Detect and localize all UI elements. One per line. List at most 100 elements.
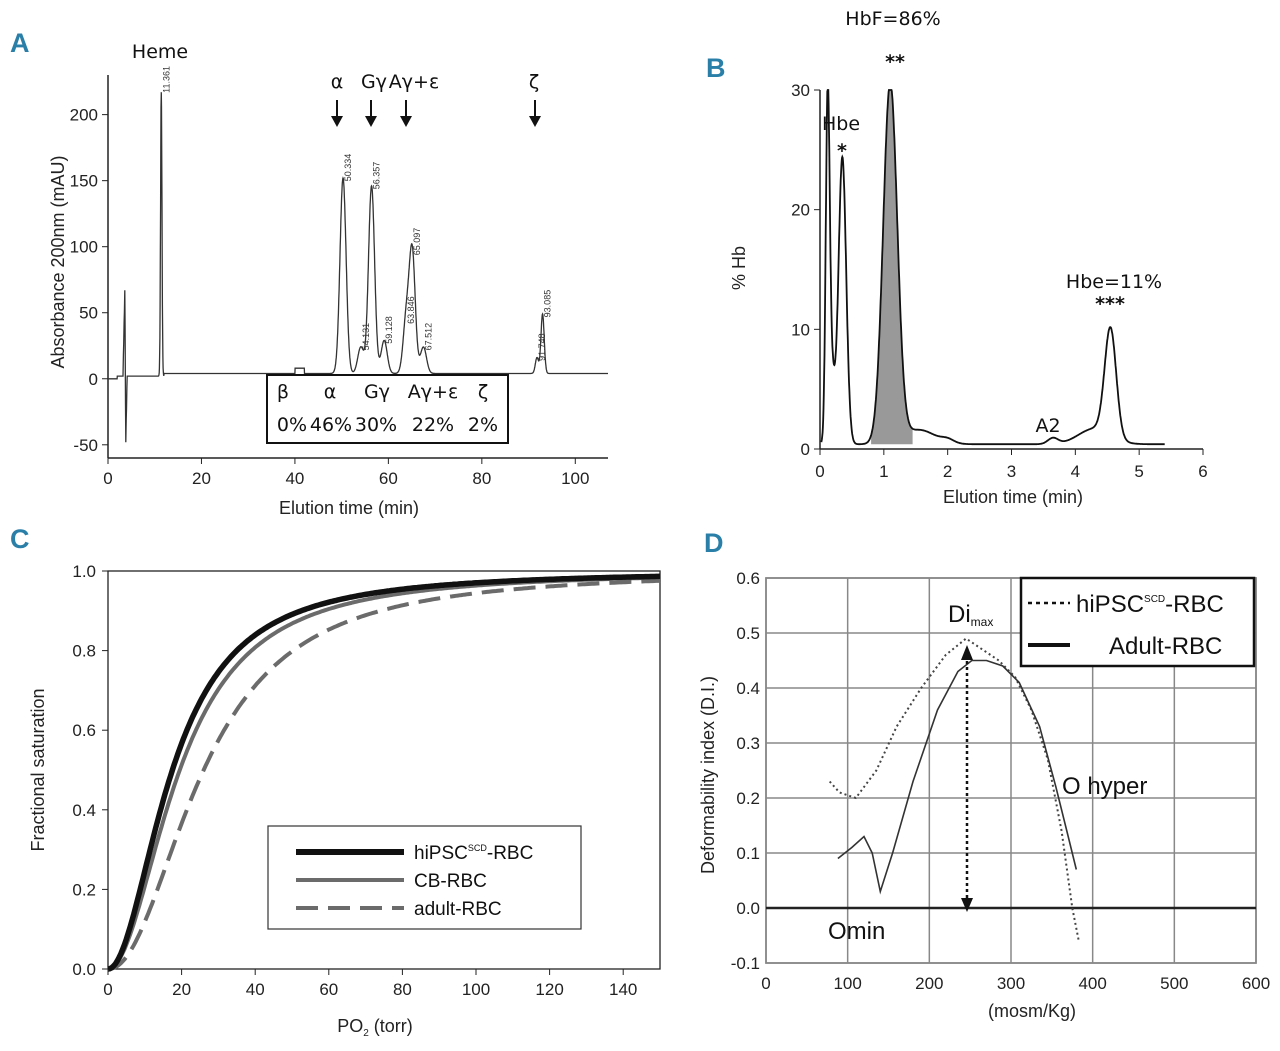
panel-d-x-tick-label: 200 bbox=[915, 974, 943, 993]
arrow-agamma bbox=[400, 100, 412, 127]
panel-c-x-axis-label: PO2 (torr) bbox=[337, 1016, 413, 1039]
panel-b-y-tick-label: 10 bbox=[791, 320, 810, 339]
panel-b-x-axis-label: Elution time (min) bbox=[943, 487, 1083, 507]
table-header-beta: β bbox=[277, 381, 289, 403]
panel-a-y-axis-label: Absorbance 200nm (mAU) bbox=[48, 155, 68, 368]
annotation-omin: Omin bbox=[828, 918, 885, 945]
panel-b-chromatogram bbox=[820, 89, 1165, 446]
table-header-alpha: α bbox=[324, 381, 337, 403]
legend-d-label-hipsc: hiPSCSCD-RBC bbox=[1076, 591, 1224, 618]
panel-c-x-tick-label: 20 bbox=[172, 980, 191, 999]
series-d-hipsc-curve bbox=[828, 637, 1080, 942]
panel-a-y-tick-label: -50 bbox=[73, 436, 98, 455]
panel-c-x-tick-label: 80 bbox=[393, 980, 412, 999]
peak-time-label: 50.334 bbox=[343, 154, 353, 182]
panel-d-y-axis-label: Deformability index (D.I.) bbox=[698, 676, 718, 874]
annotation-agamma-eps: Aγ+ε bbox=[389, 71, 439, 93]
panel-a-y-tick-label: 100 bbox=[70, 238, 98, 257]
panel-d-y-tick-label: -0.1 bbox=[731, 954, 760, 973]
panel-c-chart: 0 20 40 60 80 100 120 140 0.0 0.2 0.4 0.6 0.8 1.0 PO2… bbox=[28, 562, 661, 1039]
arrow-alpha bbox=[331, 100, 343, 127]
panel-a-chromatogram bbox=[108, 92, 608, 443]
panel-a-y-tick-label: 200 bbox=[70, 106, 98, 125]
panel-a-x-tick-label: 40 bbox=[285, 469, 304, 488]
panel-d-chart: 0 100 200 300 400 500 600 -0.1 0.0 0.1 0.2 0.3 0.4 0.… bbox=[698, 569, 1270, 1021]
panel-a-x-tick-label: 60 bbox=[379, 469, 398, 488]
peak-time-label: 54.131 bbox=[361, 323, 371, 351]
peak-time-label: 67.512 bbox=[423, 323, 433, 351]
panel-c-x-tick-label: 40 bbox=[246, 980, 265, 999]
peak-time-label: 93.085 bbox=[543, 290, 553, 318]
panel-d-legend: hiPSCSCD-RBC Adult-RBC bbox=[1019, 576, 1256, 668]
panel-a-chart: 0 20 40 60 80 100 -50 0 50 100 150 200 11.361 50.334… bbox=[48, 41, 608, 518]
panel-c-x-tick-label: 140 bbox=[609, 980, 637, 999]
panel-b-x-tick-label: 6 bbox=[1198, 462, 1207, 481]
panel-b-chart: 0 1 2 3 4 5 6 0 10 20 30 Elution time (min) % Hb H… bbox=[729, 8, 1208, 507]
panel-c-legend-box bbox=[267, 825, 582, 930]
annotation-hbe-star: * bbox=[837, 140, 847, 162]
panel-c-y-tick-label: 0.0 bbox=[72, 960, 96, 979]
panel-letter-c: C bbox=[10, 524, 30, 554]
panel-letter-a: A bbox=[10, 28, 30, 58]
peak-time-label: 11.361 bbox=[161, 66, 171, 93]
annotation-hbe-stars: *** bbox=[1095, 293, 1125, 315]
panel-letter-b: B bbox=[706, 53, 726, 83]
panel-a-trace bbox=[108, 92, 608, 443]
dimax-arrow bbox=[961, 645, 973, 912]
panel-d-x-tick-label: 300 bbox=[997, 974, 1025, 993]
panel-b-x-tick-label: 2 bbox=[943, 462, 952, 481]
annotation-hbe-percent: Hbe=11% bbox=[1066, 271, 1162, 293]
panel-b-trace bbox=[820, 89, 1165, 446]
panel-d-legend-box bbox=[1019, 576, 1256, 668]
table-value-agamma-eps: 22% bbox=[412, 414, 454, 436]
series-hipsc-curve bbox=[107, 573, 661, 972]
panel-a-x-tick-label: 0 bbox=[103, 469, 112, 488]
panel-d-series bbox=[828, 637, 1080, 942]
panel-d-x-tick-label: 100 bbox=[833, 974, 861, 993]
panel-d-x-axis-label: (mosm/Kg) bbox=[988, 1001, 1076, 1021]
panel-a-x-axis-label: Elution time (min) bbox=[279, 498, 419, 518]
series-d-adult-curve bbox=[837, 659, 1078, 895]
panel-c-series bbox=[107, 573, 661, 972]
annotation-zeta: ζ bbox=[529, 71, 539, 93]
legend-label-cb: CB-RBC bbox=[414, 871, 487, 892]
panel-c-y-tick-label: 0.4 bbox=[72, 801, 96, 820]
annotation-alpha: α bbox=[331, 71, 344, 93]
panel-c-y-axis-label: Fractional saturation bbox=[28, 688, 48, 851]
panel-c-x-tick-label: 60 bbox=[319, 980, 338, 999]
panel-c-x-tick-label: 100 bbox=[462, 980, 490, 999]
panel-a-ticks: 0 20 40 60 80 100 -50 0 50 100 150 200 bbox=[70, 106, 590, 488]
annotation-hbe: Hbe bbox=[822, 113, 860, 135]
peak-time-label: 65.097 bbox=[412, 228, 422, 256]
annotation-dimax: Dimax bbox=[948, 601, 993, 629]
peak-time-label: 56.357 bbox=[372, 162, 382, 190]
panel-b-x-tick-label: 4 bbox=[1071, 462, 1080, 481]
panel-d-x-tick-label: 500 bbox=[1160, 974, 1188, 993]
panel-c-x-tick-label: 120 bbox=[535, 980, 563, 999]
peak-time-label: 91.748 bbox=[537, 333, 547, 361]
panel-c-y-tick-label: 0.8 bbox=[72, 642, 96, 661]
panel-a-axes bbox=[107, 75, 608, 459]
legend-label-hipsc: hiPSCSCD-RBC bbox=[414, 843, 533, 864]
panel-c-y-tick-label: 0.2 bbox=[72, 880, 96, 899]
panel-c-ticks: 0 20 40 60 80 100 120 140 0.0 0.2 0.4 0.6 0.8 1.0 bbox=[72, 562, 637, 999]
panel-d-y-tick-label: 0.3 bbox=[736, 734, 760, 753]
panel-b-y-tick-label: 30 bbox=[791, 81, 810, 100]
table-header-agamma-eps: Aγ+ε bbox=[408, 381, 458, 403]
panel-a-peak-labels: 11.361 50.334 54.131 56.357 59.128 63.846 65.0… bbox=[161, 66, 552, 361]
table-value-beta: 0% bbox=[277, 414, 307, 436]
table-value-alpha: 46% bbox=[310, 414, 352, 436]
panel-d-x-tick-label: 0 bbox=[761, 974, 770, 993]
panel-b-x-tick-label: 5 bbox=[1134, 462, 1143, 481]
panel-a-y-tick-label: 50 bbox=[79, 304, 98, 323]
legend-label-adult: adult-RBC bbox=[414, 899, 502, 920]
panel-d-y-tick-label: 0.4 bbox=[736, 679, 760, 698]
annotation-hbf-stars: ** bbox=[885, 51, 905, 73]
panel-a-x-tick-label: 80 bbox=[472, 469, 491, 488]
peak-time-label: 59.128 bbox=[384, 316, 394, 344]
panel-d-grid bbox=[765, 577, 1257, 964]
panel-d-y-tick-label: 0.1 bbox=[736, 844, 760, 863]
panel-c-y-tick-label: 0.6 bbox=[72, 721, 96, 740]
annotation-hbf-percent: HbF=86% bbox=[845, 8, 940, 30]
